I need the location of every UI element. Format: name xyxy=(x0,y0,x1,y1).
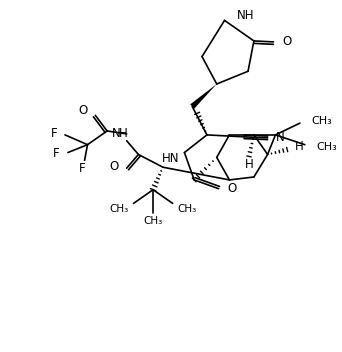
Text: CH₃: CH₃ xyxy=(317,142,337,152)
Text: CH₃: CH₃ xyxy=(143,216,163,226)
Text: HN: HN xyxy=(162,152,180,165)
Text: F: F xyxy=(79,162,86,175)
Text: O: O xyxy=(109,160,119,173)
Text: O: O xyxy=(78,104,88,117)
Text: O: O xyxy=(227,182,237,195)
Text: H: H xyxy=(119,127,128,140)
Text: CH₃: CH₃ xyxy=(312,116,332,126)
Text: N: N xyxy=(111,127,120,140)
Text: H: H xyxy=(245,158,253,171)
Text: CH₃: CH₃ xyxy=(177,204,197,214)
Text: F: F xyxy=(53,147,59,160)
Text: NH: NH xyxy=(237,9,255,22)
Text: H: H xyxy=(295,140,304,153)
Text: N: N xyxy=(275,131,284,144)
Text: CH₃: CH₃ xyxy=(109,204,129,214)
Text: F: F xyxy=(51,127,57,140)
Text: O: O xyxy=(282,36,291,49)
Polygon shape xyxy=(190,84,217,109)
